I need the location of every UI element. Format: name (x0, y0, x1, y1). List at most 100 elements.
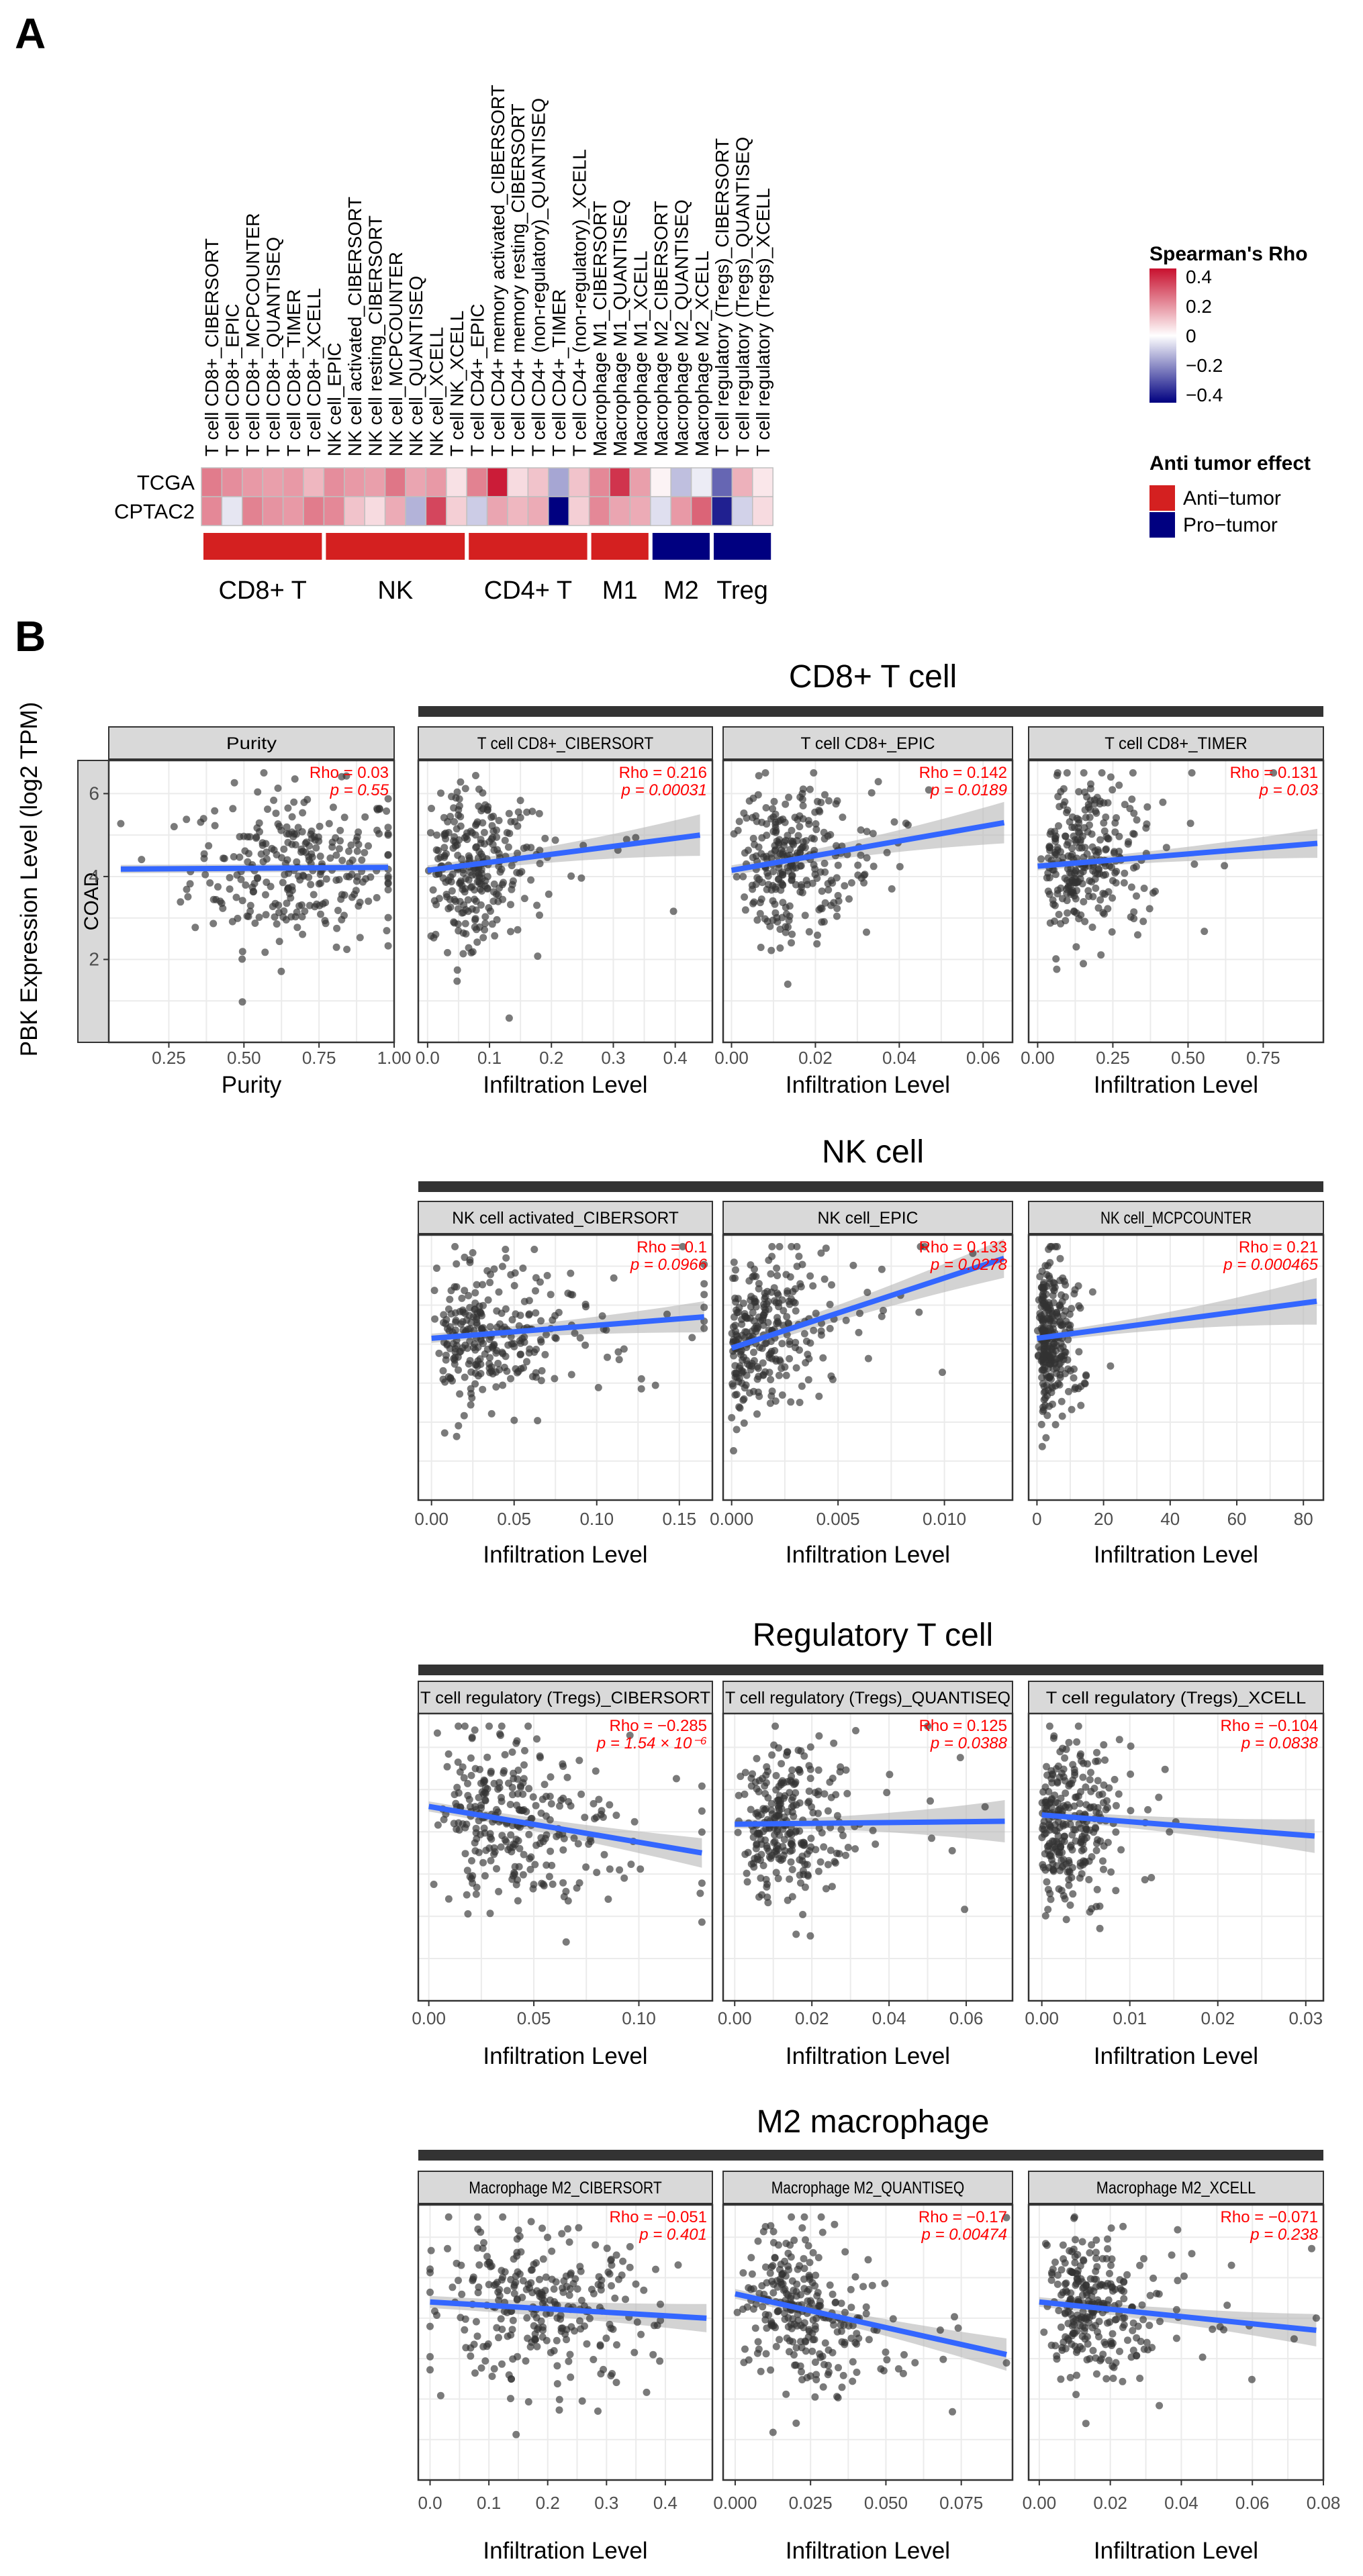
data-point (792, 1344, 799, 1352)
data-point (788, 1766, 796, 1774)
x-tick-label: 0 (1032, 1509, 1041, 1529)
data-point (770, 797, 778, 805)
data-point (651, 1381, 659, 1389)
data-point (496, 884, 504, 892)
heatmap-column-label: T cell CD8+_MCPCOUNTER (242, 213, 263, 456)
data-point (750, 1356, 758, 1365)
data-point (1041, 1912, 1049, 1920)
data-point (489, 812, 498, 820)
x-tick-label: 1.00 (377, 1048, 412, 1068)
heatmap-cell (242, 496, 263, 526)
data-point (322, 899, 330, 907)
data-point (270, 796, 278, 804)
data-point (1103, 1797, 1111, 1805)
data-point (479, 1859, 487, 1867)
x-tick-label: 0.05 (497, 1509, 531, 1529)
data-point (498, 1262, 506, 1271)
data-point (863, 1289, 872, 1296)
data-point (1079, 868, 1087, 876)
data-point (1039, 1861, 1047, 1869)
heatmap-cell (486, 496, 508, 526)
data-point (1062, 1916, 1070, 1924)
data-point (514, 2352, 521, 2361)
data-point (1138, 2301, 1146, 2309)
data-point (507, 928, 514, 936)
data-point (459, 885, 467, 893)
heatmap-cell (670, 467, 692, 497)
x-tick-label: 0.00 (1021, 1048, 1055, 1068)
data-point (529, 1793, 537, 1801)
data-point (471, 923, 479, 931)
data-point (796, 823, 804, 831)
plot-border (417, 759, 714, 1044)
data-point (462, 875, 470, 883)
data-point (815, 806, 823, 814)
regression-line (731, 1256, 1005, 1351)
data-point (657, 2316, 665, 2324)
data-point (295, 902, 303, 910)
data-point (508, 2326, 516, 2334)
data-point (880, 1307, 887, 1314)
data-point (1142, 824, 1150, 832)
data-point (595, 2273, 603, 2281)
data-point (573, 1884, 581, 1892)
data-point (384, 795, 392, 803)
data-point (539, 2255, 547, 2263)
data-point (1093, 793, 1101, 801)
data-point (451, 1242, 459, 1250)
data-point (581, 1814, 589, 1822)
data-point (790, 2236, 798, 2244)
data-point (911, 2359, 919, 2367)
data-point (1086, 2275, 1094, 2283)
heatmap-cell (486, 467, 508, 497)
data-point (696, 1889, 704, 1897)
data-point (483, 885, 491, 893)
data-point (1174, 2226, 1182, 2234)
data-point (762, 1875, 770, 1883)
data-point (1064, 909, 1072, 917)
data-point (1156, 2401, 1164, 2410)
x-tick-label: 0.04 (872, 2008, 906, 2028)
data-point (1037, 855, 1045, 863)
data-point (526, 2284, 534, 2292)
data-point (495, 1887, 503, 1895)
data-point (548, 1861, 556, 1869)
data-point (829, 2290, 837, 2298)
data-point (1054, 793, 1062, 801)
data-point (825, 2361, 832, 2369)
data-point (1144, 1805, 1152, 1814)
data-point (486, 1910, 494, 1918)
data-point (1045, 1299, 1053, 1307)
data-point (384, 913, 392, 922)
data-point (1045, 1272, 1053, 1280)
group-label: Treg (716, 577, 768, 605)
data-point (248, 883, 256, 891)
x-tick-label: 0.04 (1164, 2493, 1198, 2513)
data-point (829, 1375, 837, 1383)
data-point (809, 2336, 817, 2344)
data-point (1068, 1305, 1076, 1313)
data-point (772, 2342, 780, 2350)
data-point (840, 2321, 848, 2329)
x-tick-label: 40 (1160, 1509, 1180, 1529)
data-point (768, 2277, 776, 2285)
x-tick-label: 0.75 (302, 1048, 336, 1068)
data-point (825, 2368, 833, 2376)
data-point (788, 930, 796, 938)
heatmap-cell (507, 467, 529, 497)
data-point (811, 2325, 819, 2333)
data-point (1070, 1802, 1078, 1810)
data-point (299, 930, 307, 938)
data-point (927, 1797, 934, 1805)
data-point (254, 788, 262, 796)
data-point (835, 2364, 842, 2372)
regression-line (1041, 1812, 1315, 1839)
data-point (1064, 1336, 1072, 1344)
data-point (508, 862, 516, 870)
data-point (1055, 1302, 1064, 1310)
rho-stat: Rho = 0.131 (1230, 764, 1318, 782)
data-point (956, 1754, 964, 1762)
data-point (514, 1897, 522, 1905)
data-point (506, 830, 514, 838)
data-point (1149, 2274, 1158, 2282)
